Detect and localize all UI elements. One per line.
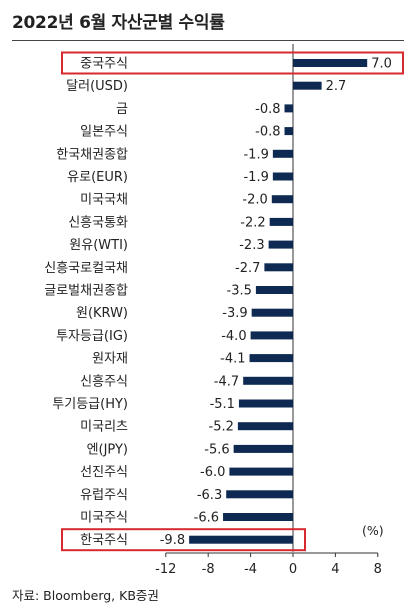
x-tick-label-1: -12 xyxy=(155,562,176,577)
bar-17 xyxy=(237,422,293,431)
category-label-8: 신흥국통화 xyxy=(68,215,128,230)
bar-5 xyxy=(272,149,293,158)
category-label-20: 유럽주식 xyxy=(80,488,128,503)
bar-13 xyxy=(250,331,293,340)
bar-16 xyxy=(238,399,293,408)
category-label-9: 원유(WTI) xyxy=(69,238,128,253)
category-label-19: 선진주식 xyxy=(80,465,128,480)
bar-14 xyxy=(249,354,293,363)
value-label-5: -1.9 xyxy=(243,147,268,162)
bar-19 xyxy=(229,467,293,476)
value-label-8: -2.2 xyxy=(240,215,265,230)
category-label-18: 엔(JPY) xyxy=(87,442,128,457)
bar-15 xyxy=(243,376,293,385)
category-label-1: 중국주식 xyxy=(80,57,128,72)
value-label-2: 2.7 xyxy=(326,79,347,94)
x-tick-label-6: 8 xyxy=(374,562,382,577)
value-label-13: -4.0 xyxy=(221,329,246,344)
value-label-21: -6.6 xyxy=(194,511,219,526)
title-rule xyxy=(12,40,404,41)
value-label-22: -9.8 xyxy=(160,533,185,548)
bar-12 xyxy=(251,308,293,317)
category-label-3: 금 xyxy=(116,102,128,117)
category-label-21: 미국주식 xyxy=(80,511,128,526)
value-label-1: 7.0 xyxy=(371,57,392,72)
bar-20 xyxy=(226,490,293,499)
bar-1 xyxy=(293,59,368,67)
category-label-5: 한국채권종합 xyxy=(56,147,128,162)
bar-3 xyxy=(284,104,293,113)
value-label-4: -0.8 xyxy=(255,125,280,140)
value-label-6: -1.9 xyxy=(243,170,268,185)
value-label-11: -3.5 xyxy=(227,284,252,299)
bar-8 xyxy=(269,217,293,226)
category-label-10: 신흥국로컬국채 xyxy=(44,261,128,276)
value-label-16: -5.1 xyxy=(210,397,235,412)
bar-9 xyxy=(268,240,293,249)
value-label-14: -4.1 xyxy=(220,352,245,367)
chart-title: 2022년 6월 자산군별 수익률 xyxy=(12,13,225,33)
bar-21 xyxy=(223,513,293,521)
category-label-4: 일본주식 xyxy=(80,125,128,140)
value-label-17: -5.2 xyxy=(209,420,234,435)
bar-18 xyxy=(233,444,293,453)
bar-2 xyxy=(293,81,322,90)
highlight-box-1 xyxy=(61,51,404,75)
bar-11 xyxy=(255,286,293,294)
bar-22 xyxy=(189,535,293,544)
category-label-16: 투기등급(HY) xyxy=(52,397,128,412)
value-label-9: -2.3 xyxy=(239,238,264,253)
bar-10 xyxy=(264,263,293,272)
x-tick-label-2: -8 xyxy=(202,562,215,577)
x-tick-label-5: 4 xyxy=(331,562,339,577)
category-label-14: 원자재 xyxy=(92,352,128,367)
value-label-19: -6.0 xyxy=(200,465,225,480)
unit-label: (%) xyxy=(362,523,384,538)
value-label-3: -0.8 xyxy=(255,102,280,117)
bar-6 xyxy=(272,172,293,181)
x-tick-label-4: 0 xyxy=(289,562,297,577)
x-tick-label-3: -4 xyxy=(244,562,257,577)
value-label-18: -5.6 xyxy=(204,442,229,457)
category-label-6: 유로(EUR) xyxy=(67,170,128,185)
bar-4 xyxy=(284,127,293,136)
category-label-11: 글로벌채권종합 xyxy=(44,284,128,299)
value-label-10: -2.7 xyxy=(235,261,260,276)
category-label-2: 달러(USD) xyxy=(66,79,128,94)
value-label-12: -3.9 xyxy=(222,306,247,321)
category-label-13: 투자등급(IG) xyxy=(56,329,128,344)
category-label-17: 미국리츠 xyxy=(80,420,128,435)
category-label-22: 한국주식 xyxy=(80,533,128,548)
value-label-7: -2.0 xyxy=(242,193,267,208)
value-label-20: -6.3 xyxy=(197,488,222,503)
bar-7 xyxy=(271,195,293,204)
category-label-7: 미국국채 xyxy=(80,193,128,208)
source-note: 자료: Bloomberg, KB증권 xyxy=(12,588,159,603)
highlight-box-22 xyxy=(61,528,306,552)
category-label-15: 신흥주식 xyxy=(80,374,128,389)
value-label-15: -4.7 xyxy=(214,374,239,389)
category-label-12: 원(KRW) xyxy=(76,306,128,321)
